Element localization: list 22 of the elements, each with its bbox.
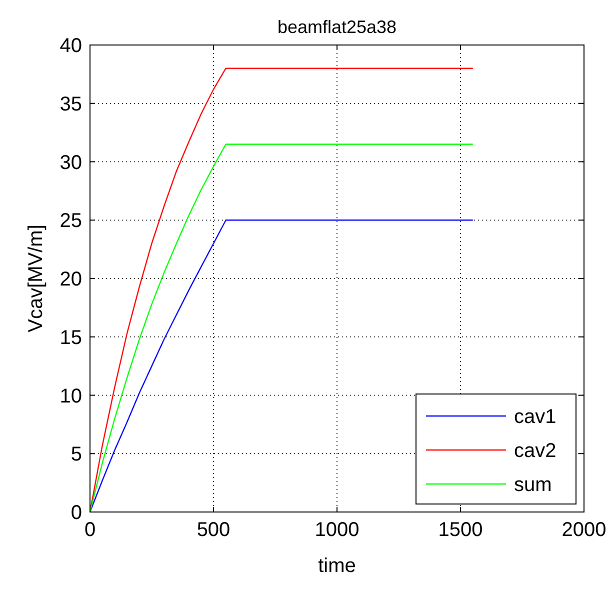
x-axis-title: time bbox=[318, 555, 356, 577]
y-tick-label: 10 bbox=[60, 385, 82, 408]
y-tick-label: 40 bbox=[60, 35, 82, 57]
x-tick-label: 500 bbox=[196, 519, 230, 541]
y-tick-label: 35 bbox=[60, 93, 82, 116]
y-tick-label: 30 bbox=[60, 152, 82, 174]
x-tick-label: 1000 bbox=[314, 519, 360, 541]
y-tick-label: 5 bbox=[70, 444, 82, 466]
x-tick-label: 0 bbox=[84, 519, 96, 541]
legend-label: cav2 bbox=[514, 440, 556, 462]
y-axis-title: Vcav[MV/m] bbox=[25, 224, 47, 332]
line-series bbox=[89, 220, 474, 513]
y-tick-label: 25 bbox=[60, 210, 82, 232]
legend-label: cav1 bbox=[514, 406, 556, 428]
y-tick-label: 0 bbox=[70, 502, 82, 524]
x-tick-label: 1500 bbox=[438, 519, 483, 541]
chart-title: beamflat25a38 bbox=[277, 17, 397, 37]
line-series bbox=[89, 144, 474, 513]
legend-label: sum bbox=[514, 474, 552, 496]
y-tick-label: 15 bbox=[60, 326, 82, 349]
x-tick-label: 2000 bbox=[562, 519, 606, 541]
y-tick-label: 20 bbox=[60, 268, 82, 290]
